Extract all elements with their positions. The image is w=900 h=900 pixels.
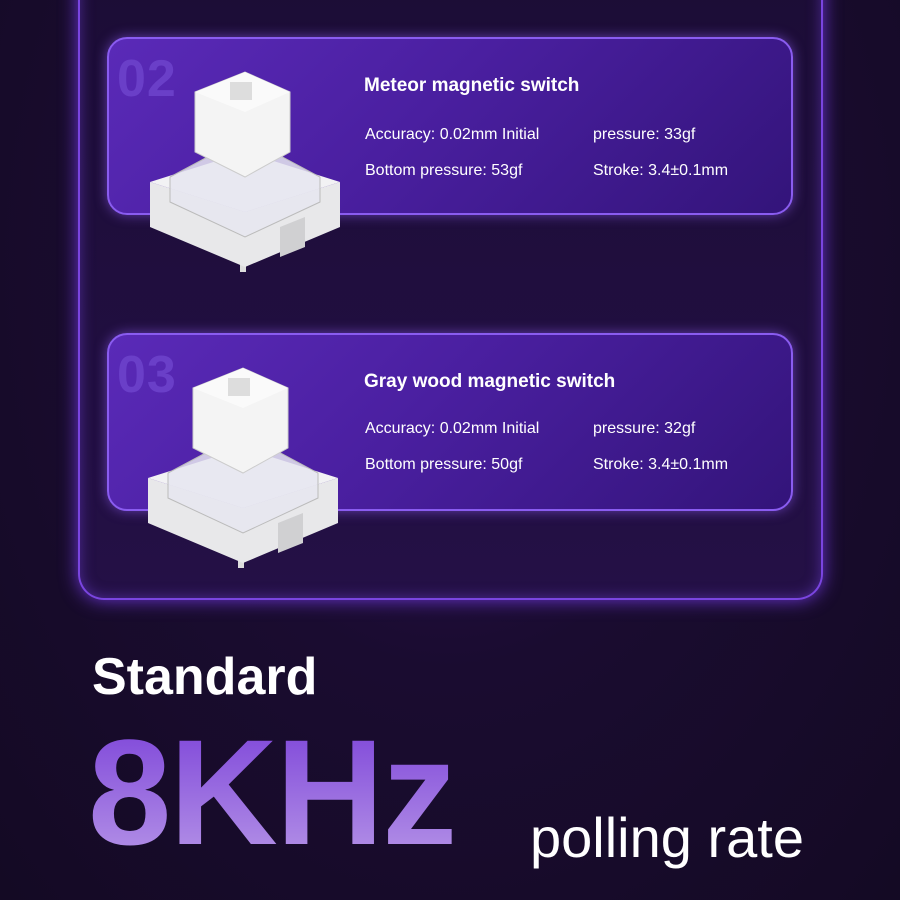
stroke: Stroke: 3.4±0.1mm: [593, 456, 729, 473]
initial-pressure: pressure: 32gf: [593, 420, 696, 437]
card-number: 03: [117, 346, 177, 404]
headline-suffix: polling rate: [530, 806, 804, 869]
card-number: 02: [117, 50, 177, 108]
bottom-pressure: Bottom pressure: 53gf: [365, 162, 523, 179]
switch-name: Meteor magnetic switch: [364, 75, 580, 96]
headline-label: Standard: [92, 648, 318, 706]
switch-name: Gray wood magnetic switch: [364, 371, 616, 392]
accuracy: Accuracy: 0.02mm Initial: [365, 420, 540, 437]
bottom-pressure: Bottom pressure: 50gf: [365, 456, 523, 473]
accuracy: Accuracy: 0.02mm Initial: [365, 126, 540, 143]
initial-pressure: pressure: 33gf: [593, 126, 696, 143]
headline-value: 8KHz: [88, 708, 457, 876]
stroke: Stroke: 3.4±0.1mm: [593, 162, 729, 179]
meteor-switch-image: [149, 71, 341, 273]
gray-wood-switch-image: [147, 367, 339, 569]
